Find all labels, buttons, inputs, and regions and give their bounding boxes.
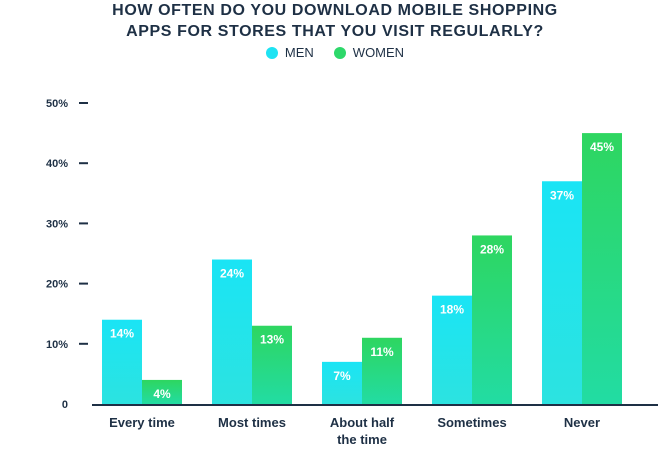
y-tick-label: 40% bbox=[46, 158, 68, 170]
category-labels: Every time Most times About half the time So… bbox=[109, 415, 600, 447]
bar-men-4 bbox=[542, 181, 582, 404]
bar-women-3 bbox=[472, 235, 512, 404]
bar-value-label: 28% bbox=[480, 242, 504, 256]
legend-label-women: WOMEN bbox=[352, 45, 405, 60]
legend-item-men: MEN bbox=[265, 45, 314, 60]
chart-title-line-2: APPS FOR STORES THAT YOU VISIT REGULARLY… bbox=[126, 23, 544, 40]
y-tick-label: 20% bbox=[46, 279, 68, 291]
bar-value-label: 24% bbox=[220, 267, 244, 281]
x-category-label: Most times bbox=[218, 415, 286, 430]
bar-men-3 bbox=[432, 295, 472, 404]
bar-women-2 bbox=[362, 337, 402, 404]
x-category-label: Sometimes bbox=[437, 415, 506, 430]
legend-label-men: MEN bbox=[284, 45, 314, 60]
y-tick-label: 10% bbox=[46, 339, 68, 351]
bar-value-label: 18% bbox=[440, 303, 464, 317]
y-tick-label: 50% bbox=[46, 98, 68, 110]
bar-men-2 bbox=[322, 361, 362, 404]
x-category-label: the time bbox=[337, 432, 387, 447]
bar-women-4 bbox=[582, 133, 622, 404]
bar-value-label: 14% bbox=[110, 327, 134, 341]
x-category-label: About half bbox=[330, 415, 395, 430]
bar-value-label: 45% bbox=[590, 140, 614, 154]
bar-value-label: 7% bbox=[333, 369, 351, 383]
y-tick-label: 30% bbox=[46, 218, 68, 230]
bar-value-label: 4% bbox=[153, 387, 171, 401]
bar-value-label: 11% bbox=[370, 345, 394, 359]
legend-item-women: WOMEN bbox=[333, 45, 405, 60]
bar-value-label: 37% bbox=[550, 188, 574, 202]
bar-women-0 bbox=[142, 379, 182, 404]
bar-women-1 bbox=[252, 325, 292, 404]
legend-swatch-women bbox=[333, 46, 346, 59]
bar-men-1 bbox=[212, 259, 252, 404]
x-category-label: Every time bbox=[109, 415, 175, 430]
x-category-label: Never bbox=[564, 415, 600, 430]
y-tick-label: 0 bbox=[62, 399, 68, 411]
chart-legend: MEN WOMEN bbox=[0, 45, 670, 60]
legend-swatch-men bbox=[265, 46, 278, 59]
bar-series: 14% 4% 24% 13% 7% 11% 18% 28% 37% 45% bbox=[102, 133, 622, 404]
bar-value-label: 13% bbox=[260, 333, 284, 347]
bar-men-0 bbox=[102, 319, 142, 404]
chart-title: HOW OFTEN DO YOU DOWNLOAD MOBILE SHOPPIN… bbox=[0, 0, 670, 42]
y-axis: 0 10% 20% 30% 40% 50% bbox=[46, 98, 658, 411]
chart-title-line-1: HOW OFTEN DO YOU DOWNLOAD MOBILE SHOPPIN… bbox=[112, 2, 558, 19]
